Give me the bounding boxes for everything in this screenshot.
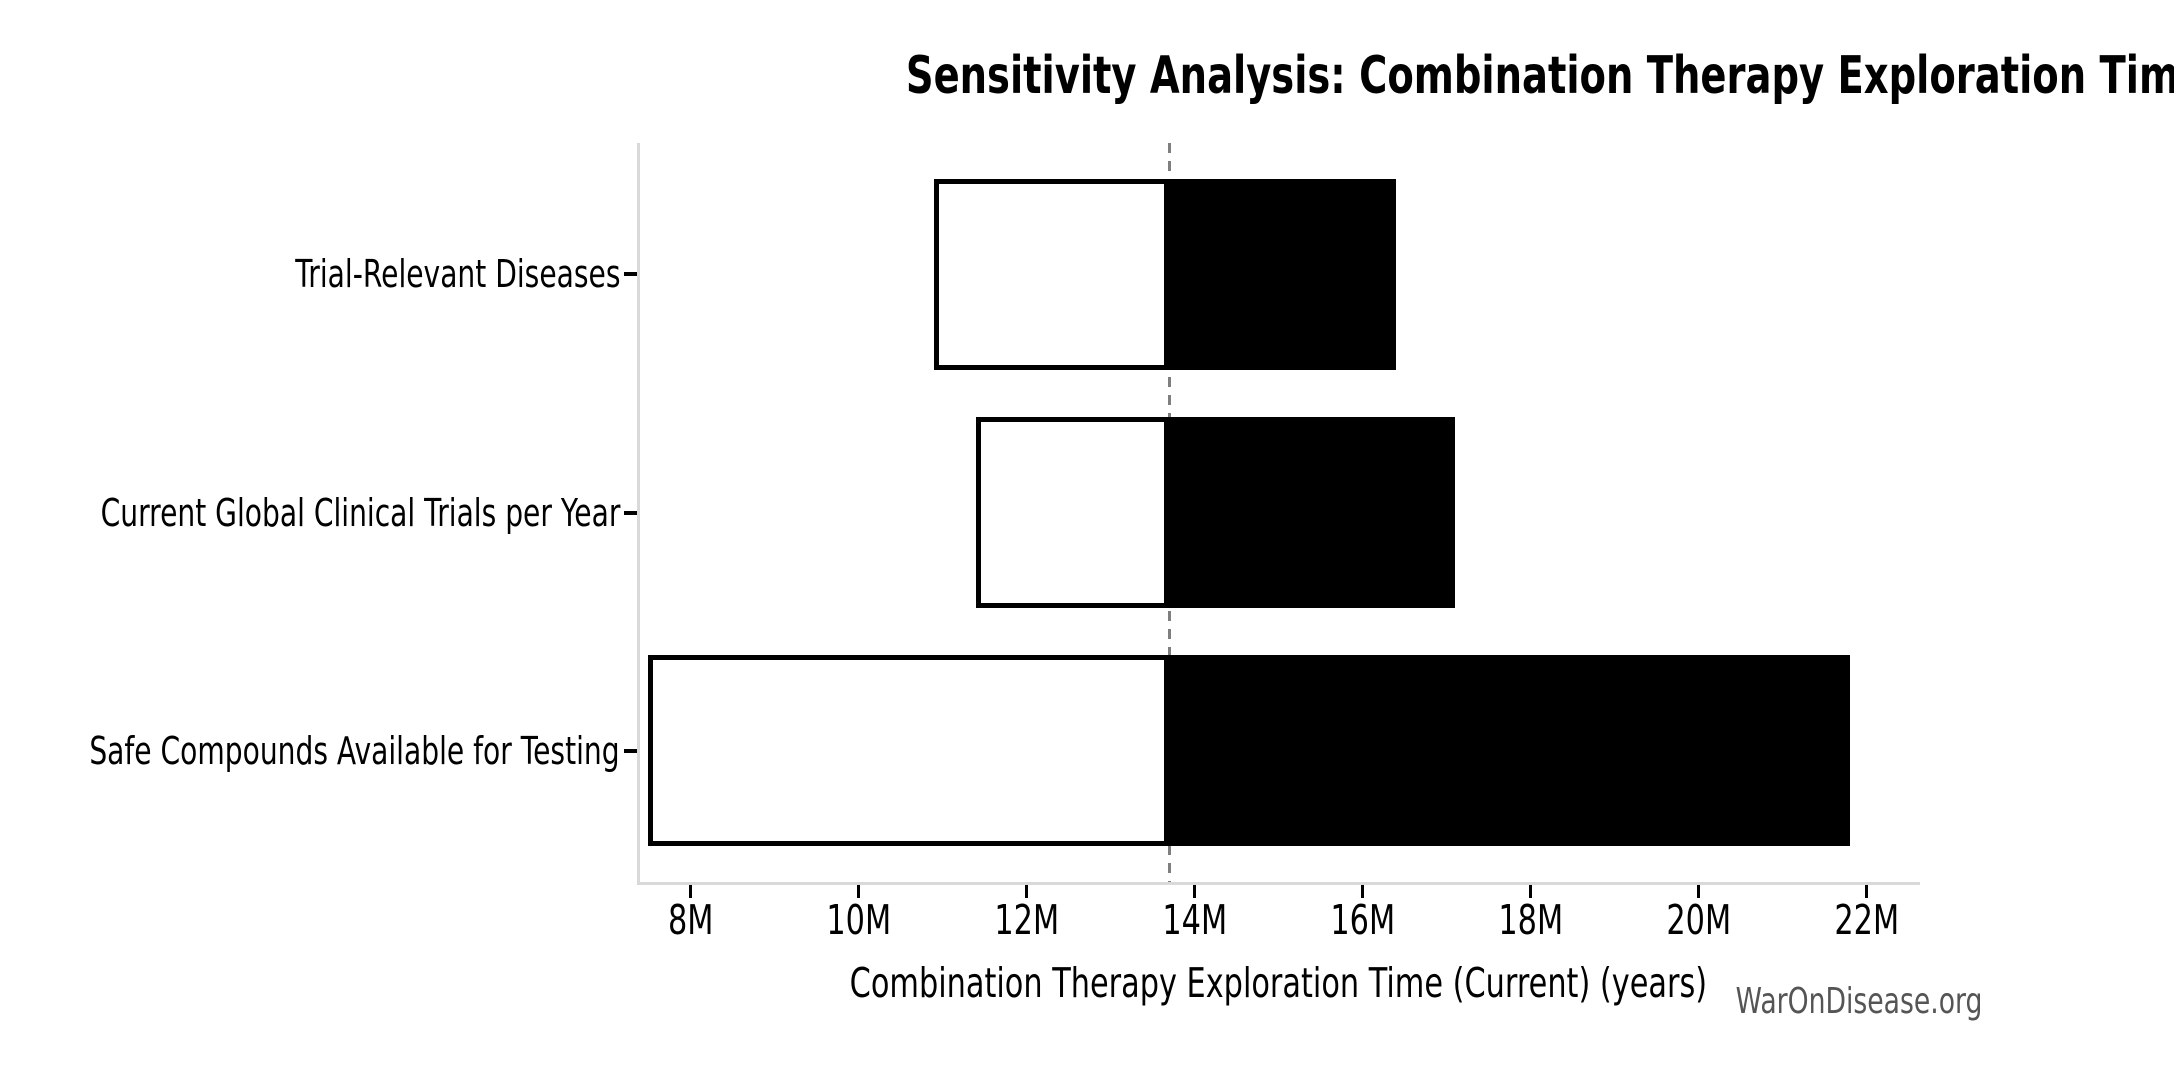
- watermark-text: WarOnDisease.org: [1735, 981, 1982, 1022]
- x-tick-label: 16M: [1263, 896, 1463, 944]
- x-tick-label: 8M: [590, 896, 790, 944]
- y-tick-mark: [624, 272, 637, 276]
- x-axis-title-text: Combination Therapy Exploration Time (Cu…: [849, 959, 1708, 1007]
- x-tick-mark: [1865, 885, 1869, 898]
- x-tick-label-text: 10M: [826, 896, 891, 944]
- x-tick-label-text: 22M: [1834, 896, 1899, 944]
- y-axis-spine: [637, 143, 640, 885]
- x-tick-label-text: 12M: [994, 896, 1059, 944]
- y-axis-label: Safe Compounds Available for Testing: [0, 723, 620, 779]
- x-tick-mark: [856, 885, 860, 898]
- x-tick-label: 10M: [758, 896, 958, 944]
- bar-low-segment: [976, 417, 1170, 608]
- x-tick-label: 20M: [1599, 896, 1799, 944]
- x-tick-label: 12M: [926, 896, 1126, 944]
- y-tick-mark: [624, 511, 637, 515]
- plot-area: [640, 143, 1917, 882]
- y-axis-label-text: Current Global Clinical Trials per Year: [100, 491, 620, 535]
- x-tick-mark: [1529, 885, 1533, 898]
- y-axis-label-text: Trial-Relevant Diseases: [294, 252, 620, 296]
- x-tick-label-text: 8M: [667, 896, 714, 944]
- x-axis-title: Combination Therapy Exploration Time (Cu…: [640, 958, 1917, 1008]
- x-axis-spine: [637, 882, 1920, 885]
- bar-low-segment: [934, 179, 1170, 370]
- y-axis-label: Current Global Clinical Trials per Year: [0, 485, 620, 541]
- x-tick-mark: [688, 885, 692, 898]
- y-axis-label: Trial-Relevant Diseases: [181, 246, 620, 302]
- chart-title: Sensitivity Analysis: Combination Therap…: [640, 45, 2174, 107]
- x-tick-label-text: 14M: [1162, 896, 1227, 944]
- bar-high-segment: [1169, 655, 1850, 846]
- x-tick-label: 22M: [1767, 896, 1967, 944]
- bar-low-segment: [648, 655, 1170, 846]
- x-tick-mark: [1697, 885, 1701, 898]
- bar-high-segment: [1169, 417, 1455, 608]
- x-tick-label: 14M: [1094, 896, 1294, 944]
- x-tick-label-text: 18M: [1498, 896, 1563, 944]
- x-tick-mark: [1024, 885, 1028, 898]
- x-tick-label-text: 20M: [1666, 896, 1731, 944]
- x-tick-mark: [1361, 885, 1364, 898]
- y-tick-mark: [624, 749, 637, 753]
- x-tick-mark: [1192, 885, 1196, 898]
- x-tick-label-text: 16M: [1330, 896, 1395, 944]
- y-axis-label-text: Safe Compounds Available for Testing: [89, 729, 620, 773]
- chart-title-text: Sensitivity Analysis: Combination Therap…: [905, 46, 2174, 106]
- x-tick-label: 18M: [1431, 896, 1631, 944]
- bar-high-segment: [1169, 179, 1397, 370]
- watermark: WarOnDisease.org: [1649, 980, 1982, 1024]
